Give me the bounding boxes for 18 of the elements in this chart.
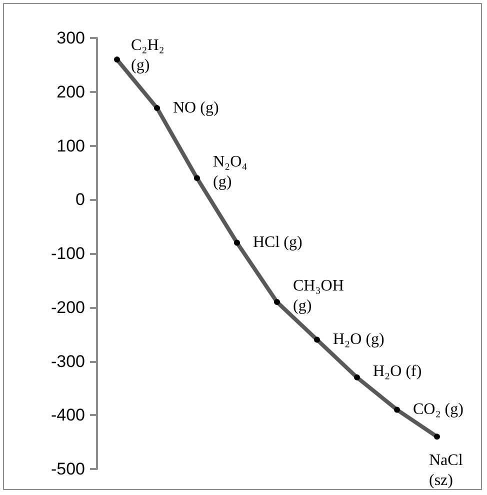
y-tick-label: 300 [56,28,85,48]
data-label: NaCl (sz) [429,452,464,490]
y-tick-label: -300 [50,352,85,371]
y-tick-label: -200 [50,298,85,317]
data-label: HCl (g) [253,234,302,252]
y-tick-label: -400 [50,406,85,425]
data-label: NO (g) [173,100,219,117]
data-label: H₂O (f) [373,362,422,380]
y-tick-label: -100 [50,244,85,263]
data-label: CO₂ (g) [413,401,464,418]
y-tick-label: 0 [76,190,85,210]
y-tick-label: 200 [56,82,85,102]
data-label: CH₃OH (g) [293,277,344,314]
data-label: H₂O (g) [333,331,384,348]
y-tick-label: -500 [50,460,85,478]
data-label: N₂O₄ (g) [213,154,248,191]
data-label: C₂H₂ (g) [131,37,164,74]
y-tick-label: 100 [56,136,85,156]
